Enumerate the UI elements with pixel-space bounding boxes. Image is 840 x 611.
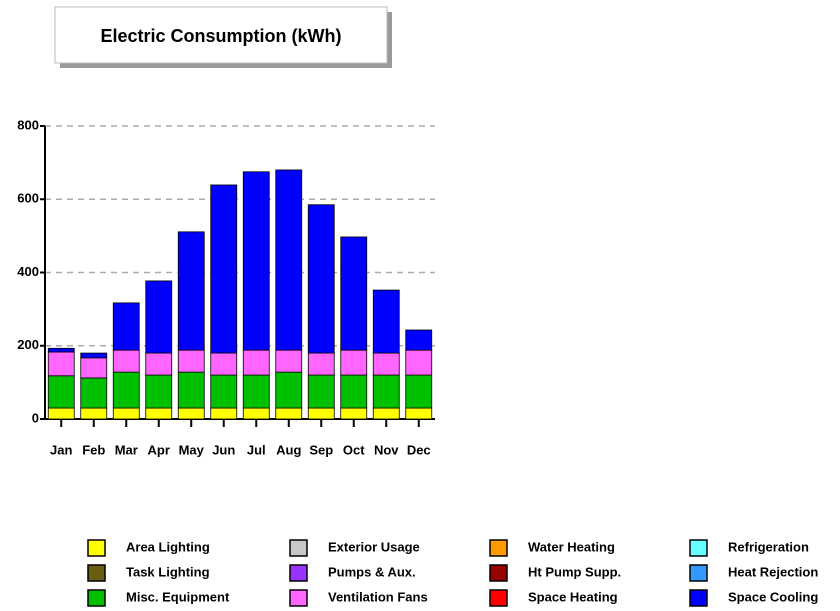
x-tick-label: Mar (115, 442, 138, 457)
bar-segment (145, 280, 173, 354)
bar-segment (112, 302, 140, 351)
bar-segment (177, 407, 205, 420)
bar-segment (307, 407, 335, 420)
legend-label: Heat Rejection (728, 564, 818, 579)
bar-segment (242, 374, 270, 409)
x-tick-label: Feb (82, 442, 105, 457)
x-tick-label: Jul (247, 442, 266, 457)
bar-segment (112, 349, 140, 373)
x-tick-label: May (179, 442, 205, 457)
legend-swatch (289, 564, 308, 582)
bar-segment (307, 374, 335, 409)
bar-segment (242, 349, 270, 376)
legend-label: Exterior Usage (328, 539, 420, 554)
bar-segment (275, 349, 303, 373)
bar-segment (112, 371, 140, 409)
bar-segment (405, 407, 433, 420)
y-tick-label: 0 (32, 410, 39, 425)
bar-segment (372, 374, 400, 409)
bar-segment (210, 184, 238, 354)
legend-label: Misc. Equipment (126, 589, 230, 604)
bar-segment (80, 357, 108, 379)
legend-label: Space Cooling (728, 589, 818, 604)
bar-segment (80, 377, 108, 409)
y-tick-label: 600 (17, 191, 39, 206)
legend-label: Area Lighting (126, 539, 210, 554)
bar-segment (145, 352, 173, 376)
bar-segment (405, 374, 433, 409)
bar-segment (80, 352, 108, 359)
bar-segment (275, 169, 303, 351)
bar-segment (307, 204, 335, 354)
legend-swatch (87, 564, 106, 582)
title-box (54, 6, 388, 64)
bar-segment (307, 352, 335, 376)
legend-label: Ventilation Fans (328, 589, 428, 604)
legend-label: Task Lighting (126, 564, 210, 579)
legend-label: Refrigeration (728, 539, 809, 554)
x-tick-label: Aug (276, 442, 301, 457)
bar-segment (145, 407, 173, 420)
legend-swatch (289, 589, 308, 607)
bar-segment (242, 407, 270, 420)
bar-segment (405, 329, 433, 351)
legend-swatch (87, 589, 106, 607)
x-tick-label: Nov (374, 442, 399, 457)
legend-label: Pumps & Aux. (328, 564, 416, 579)
x-tick-label: Jun (212, 442, 235, 457)
legend-swatch (689, 539, 708, 557)
x-tick-label: Dec (407, 442, 431, 457)
bar-segment (47, 347, 75, 353)
legend-swatch (87, 539, 106, 557)
legend-swatch (489, 564, 508, 582)
legend-swatch (689, 589, 708, 607)
bar-segment (80, 407, 108, 420)
legend-swatch (289, 539, 308, 557)
bar-segment (372, 352, 400, 376)
bar-segment (210, 352, 238, 376)
bar-segment (177, 371, 205, 409)
bar-segment (242, 171, 270, 351)
bar-segment (47, 375, 75, 409)
legend-swatch (489, 589, 508, 607)
bar-segment (145, 374, 173, 409)
bar-segment (372, 407, 400, 420)
bar-segment (47, 351, 75, 377)
bar-segment (340, 349, 368, 376)
x-tick-label: Oct (343, 442, 365, 457)
bar-segment (340, 407, 368, 420)
legend-label: Ht Pump Supp. (528, 564, 621, 579)
bar-segment (340, 374, 368, 409)
bar-segment (210, 407, 238, 420)
y-tick-label: 800 (17, 117, 39, 132)
y-tick-label: 200 (17, 337, 39, 352)
x-tick-label: Sep (309, 442, 333, 457)
bar-segment (177, 231, 205, 351)
bar-segment (275, 407, 303, 420)
bar-segment (275, 371, 303, 409)
bar-segment (372, 289, 400, 354)
bar-segment (340, 236, 368, 351)
bar-segment (210, 374, 238, 409)
y-tick-label: 400 (17, 264, 39, 279)
bar-segment (177, 349, 205, 373)
legend-swatch (489, 539, 508, 557)
legend-label: Water Heating (528, 539, 615, 554)
chart-title: Electric Consumption (kWh) (100, 26, 341, 46)
legend-swatch (689, 564, 708, 582)
bar-segment (47, 407, 75, 420)
x-tick-label: Jan (50, 442, 72, 457)
legend-label: Space Heating (528, 589, 618, 604)
x-tick-label: Apr (148, 442, 170, 457)
bar-segment (112, 407, 140, 420)
bar-segment (405, 349, 433, 376)
